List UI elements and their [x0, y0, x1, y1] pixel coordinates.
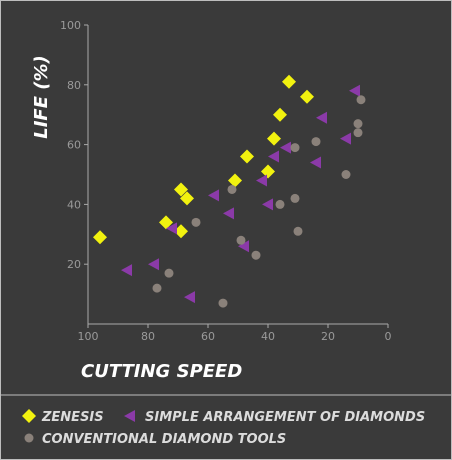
- data-point-diamond: [93, 230, 107, 245]
- x-tick-label: 0: [385, 330, 392, 343]
- chart-legend: ZENESIS SIMPLE ARRANGEMENT OF DIAMONDS C…: [22, 409, 425, 447]
- data-points: [93, 74, 366, 308]
- data-point-triangle-left: [310, 156, 321, 169]
- data-point-triangle-left: [280, 141, 291, 154]
- data-point-circle: [275, 199, 285, 209]
- chart-axes: [87, 25, 388, 325]
- data-point-triangle-left: [184, 291, 195, 304]
- y-tick-label: 100: [60, 19, 81, 32]
- y-tick-label: 80: [67, 79, 81, 92]
- data-point-circle: [290, 193, 300, 203]
- x-tick-label: 60: [201, 330, 215, 343]
- data-point-diamond: [240, 149, 254, 164]
- data-point-circle: [353, 128, 363, 138]
- data-point-diamond: [159, 215, 173, 230]
- data-point-diamond: [267, 131, 281, 146]
- legend-marker-diamond: [22, 409, 36, 423]
- data-point-triangle-left: [166, 222, 177, 235]
- data-point-diamond: [273, 107, 287, 122]
- data-point-triangle-left: [238, 240, 249, 253]
- data-point-diamond: [282, 74, 296, 89]
- data-point-circle: [356, 95, 366, 105]
- data-point-triangle-left: [316, 111, 327, 124]
- legend-label: ZENESIS: [41, 410, 104, 425]
- data-point-circle: [218, 298, 228, 308]
- x-axis-title: CUTTING SPEED: [81, 361, 242, 382]
- legend-marker-triangle: [124, 410, 135, 422]
- data-point-circle: [164, 268, 174, 278]
- data-point-triangle-left: [223, 207, 234, 220]
- data-point-circle: [353, 119, 363, 129]
- legend-marker-circle: [24, 433, 34, 443]
- data-point-circle: [311, 137, 321, 147]
- data-point-diamond: [174, 182, 188, 197]
- x-tick-labels: 100 80 60 40 20 0: [78, 324, 392, 343]
- legend-item-simple-arrangement: SIMPLE ARRANGEMENT OF DIAMONDS: [124, 410, 425, 425]
- y-axis-title: LIFE (%): [31, 55, 52, 139]
- legend-label: SIMPLE ARRANGEMENT OF DIAMONDS: [145, 410, 425, 425]
- x-tick-label: 20: [321, 330, 335, 343]
- data-point-circle: [227, 184, 237, 194]
- legend-item-conventional: CONVENTIONAL DIAMOND TOOLS: [24, 432, 286, 447]
- x-tick-label: 40: [261, 330, 275, 343]
- data-point-diamond: [180, 191, 194, 206]
- data-point-circle: [290, 143, 300, 153]
- data-point-triangle-left: [262, 198, 273, 211]
- data-point-triangle-left: [349, 84, 360, 97]
- data-point-triangle-left: [268, 150, 279, 163]
- data-point-circle: [152, 283, 162, 293]
- y-tick-label: 60: [67, 139, 81, 152]
- data-point-triangle-left: [340, 132, 351, 145]
- data-point-diamond: [300, 89, 314, 104]
- data-point-diamond: [174, 224, 188, 239]
- data-point-circle: [236, 235, 246, 245]
- data-point-circle: [191, 217, 201, 227]
- y-tick-label: 40: [67, 198, 81, 211]
- legend-item-zenesis: ZENESIS: [22, 409, 104, 425]
- y-tick-labels: 20 40 60 80 100: [60, 19, 88, 271]
- x-tick-label: 80: [141, 330, 155, 343]
- data-point-triangle-left: [256, 174, 267, 187]
- data-point-triangle-left: [208, 189, 219, 202]
- data-point-circle: [251, 250, 261, 260]
- data-point-diamond: [228, 173, 242, 188]
- data-point-triangle-left: [148, 258, 159, 271]
- data-point-triangle-left: [121, 264, 132, 277]
- data-point-diamond: [261, 164, 275, 179]
- y-tick-label: 20: [67, 258, 81, 271]
- legend-label: CONVENTIONAL DIAMOND TOOLS: [42, 432, 286, 447]
- data-point-circle: [341, 170, 351, 179]
- data-point-circle: [293, 226, 303, 236]
- x-tick-label: 100: [78, 330, 99, 343]
